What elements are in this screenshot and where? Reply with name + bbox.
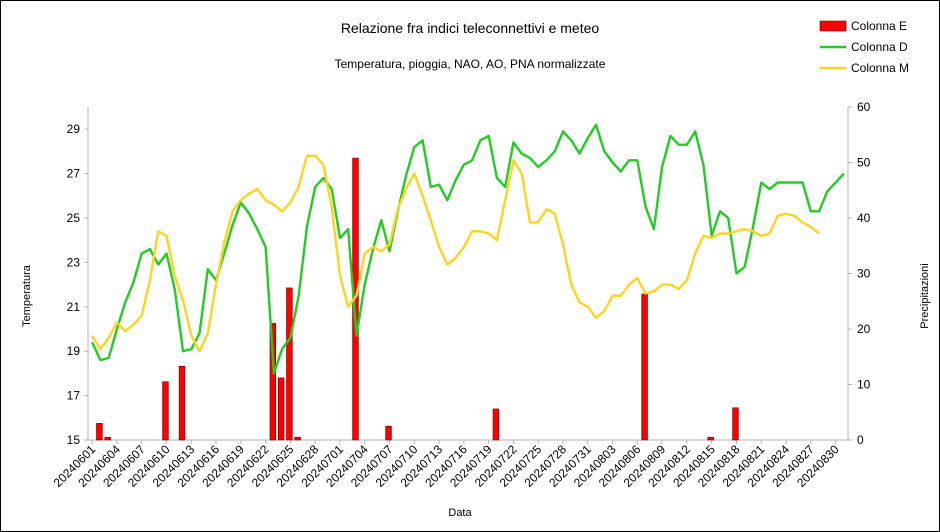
bar (269, 323, 277, 441)
legend-label: Colonna E (851, 19, 907, 33)
chart-subtitle: Temperatura, pioggia, NAO, AO, PNA norma… (335, 57, 606, 71)
chart-title: Relazione fra indici teleconnettivi e me… (341, 20, 600, 36)
y-tick-label: 25 (67, 211, 81, 225)
line (91, 154, 820, 353)
y-tick-label: 21 (67, 300, 81, 314)
y2-tick-label: 30 (857, 267, 871, 281)
bar (178, 365, 186, 441)
bar (96, 423, 103, 441)
y2-tick-label: 20 (857, 322, 871, 336)
y2-tick-label: 50 (857, 156, 871, 170)
y-tick-label: 29 (67, 122, 81, 136)
bar (162, 381, 169, 441)
y2-tick-label: 40 (857, 211, 871, 225)
x-axis-title: Data (448, 507, 472, 519)
y-tick-label: 17 (67, 389, 81, 403)
y2-tick-label: 60 (857, 100, 871, 114)
y-tick-label: 27 (67, 167, 81, 181)
bar (294, 436, 301, 441)
bar (277, 377, 285, 441)
bar (104, 436, 111, 441)
bar (492, 408, 500, 441)
bar (385, 425, 392, 441)
y-tick-label: 23 (67, 255, 81, 269)
y-axis-title: Temperatura (21, 264, 33, 327)
y-tick-label: 19 (67, 344, 81, 358)
y-tick-label: 15 (67, 433, 81, 447)
legend-swatch (819, 20, 847, 32)
bar (286, 287, 293, 441)
y2-tick-label: 10 (857, 378, 871, 392)
legend-label: Colonna M (851, 61, 909, 75)
bar (641, 293, 648, 441)
legend-label: Colonna D (851, 40, 908, 54)
y2-tick-label: 0 (857, 433, 864, 447)
y2-axis-title: Precipitazioni (919, 263, 931, 328)
bar (732, 407, 739, 441)
bar (707, 436, 714, 441)
